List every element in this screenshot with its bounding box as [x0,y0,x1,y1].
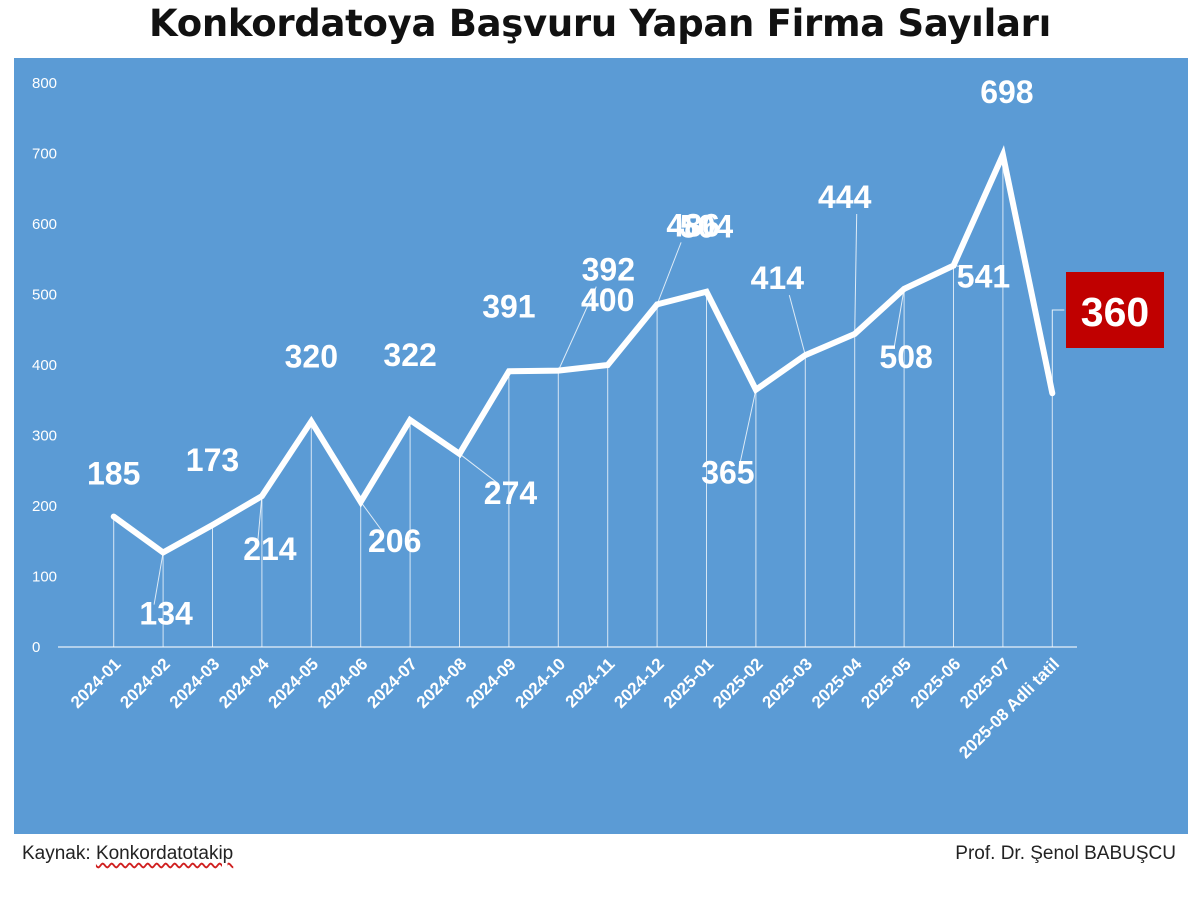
line-chart: 0 100 200 300 400 500 600 700 800 185 134 173 214 320… [14,58,1188,834]
highlight-label: 360 [1081,289,1149,335]
data-label: 274 [484,475,538,511]
y-tick-label: 800 [32,75,57,92]
y-tick-label: 100 [32,569,57,586]
data-label: 365 [701,455,754,491]
data-point [111,514,117,520]
leader-line [656,242,682,305]
data-label: 414 [751,260,805,296]
chart-title: Konkordatoya Başvuru Yapan Firma Sayılar… [149,2,1051,45]
leader-line [459,453,499,485]
leader-line [153,552,164,605]
highlight-box [1066,272,1164,348]
data-point [308,418,314,424]
data-label: 185 [87,456,140,492]
data-label: 444 [818,179,872,215]
data-label: 698 [980,74,1033,110]
data-point [407,417,413,423]
leader-line [360,501,384,533]
data-point [901,286,907,292]
data-label: 392 [582,252,635,288]
data-label: 214 [243,531,297,567]
data-point [210,522,215,528]
y-tick-label: 500 [32,287,57,304]
series-line [110,145,1056,557]
source-name: Konkordatotakip [95,843,234,864]
leader-line [953,265,972,269]
data-point [1000,152,1006,158]
leader-line [893,288,905,348]
y-tick-label: 200 [32,498,57,515]
leader-line [788,295,806,356]
data-label: 391 [482,288,535,324]
data-point [704,289,709,295]
data-label: 322 [383,337,436,373]
data-label: 400 [581,282,634,318]
data-label: 134 [139,596,193,632]
leader-line [257,496,263,541]
source-label: Kaynak: [22,843,91,864]
data-point [605,362,611,368]
y-tick-label: 700 [32,146,57,163]
data-label: 320 [285,338,338,374]
source-note: Kaynak: Konkordatotakip [22,843,233,865]
chart-panel: 0 100 200 300 400 500 600 700 800 185 134 173 214 320… [14,58,1188,834]
data-label: 206 [368,523,421,559]
data-point [506,368,512,374]
data-label: 486 [666,207,719,243]
y-tick-label: 0 [32,639,40,656]
data-label: 508 [879,339,932,375]
leader-line [739,389,757,464]
y-tick-label: 400 [32,357,57,374]
y-tick-label: 600 [32,216,57,233]
data-label: 504 [680,209,734,245]
plot-background [14,58,1188,834]
y-tick-label: 300 [32,428,57,445]
leader-line [557,286,597,371]
data-label: 173 [186,442,239,478]
author-note: Prof. Dr. Şenol BABUŞCU [955,843,1176,864]
data-label: 541 [957,259,1010,295]
leader-line [1051,309,1065,394]
leader-line [854,213,858,334]
